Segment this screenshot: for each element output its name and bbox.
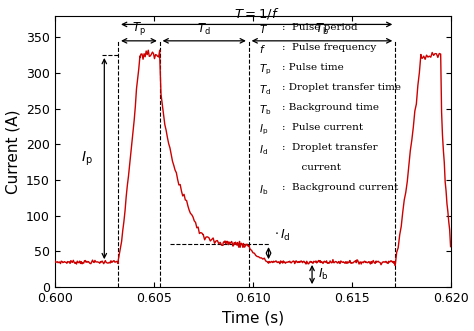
Text: :  Pulse current: : Pulse current: [283, 123, 364, 132]
X-axis label: Time (s): Time (s): [222, 310, 284, 325]
Text: :  Pulse frequency: : Pulse frequency: [283, 43, 377, 52]
Text: $\cdot\,I_\mathrm{d}$: $\cdot\,I_\mathrm{d}$: [274, 228, 291, 244]
Text: $I_\mathrm{p}$: $I_\mathrm{p}$: [259, 123, 268, 137]
Text: $f$: $f$: [259, 43, 265, 55]
Text: :  Droplet transfer: : Droplet transfer: [283, 143, 378, 152]
Text: :  Background current: : Background current: [283, 183, 399, 192]
Text: $I_\mathrm{b}$: $I_\mathrm{b}$: [318, 267, 328, 282]
Text: $I_\mathrm{b}$: $I_\mathrm{b}$: [259, 183, 268, 197]
Text: $T_\mathrm{p}$: $T_\mathrm{p}$: [259, 63, 271, 77]
Text: $T$: $T$: [259, 23, 268, 35]
Text: $T = 1/f$: $T = 1/f$: [234, 6, 280, 21]
Y-axis label: Current (A): Current (A): [6, 109, 20, 194]
Text: current: current: [283, 163, 341, 172]
Text: : Pulse time: : Pulse time: [283, 63, 344, 72]
Text: : Droplet transfer time: : Droplet transfer time: [283, 83, 401, 92]
Text: $T_\mathrm{d}$: $T_\mathrm{d}$: [259, 83, 271, 97]
Text: : Background time: : Background time: [283, 103, 379, 112]
Text: $I_\mathrm{p}$: $I_\mathrm{p}$: [81, 149, 92, 168]
Text: $T_\mathrm{d}$: $T_\mathrm{d}$: [197, 22, 211, 37]
Text: $T_\mathrm{b}$: $T_\mathrm{b}$: [315, 22, 329, 37]
Text: :  Pulse period: : Pulse period: [283, 23, 358, 32]
Text: $T_\mathrm{b}$: $T_\mathrm{b}$: [259, 103, 271, 117]
Text: $I_\mathrm{d}$: $I_\mathrm{d}$: [259, 143, 268, 157]
Text: $T_\mathrm{p}$: $T_\mathrm{p}$: [132, 20, 146, 37]
